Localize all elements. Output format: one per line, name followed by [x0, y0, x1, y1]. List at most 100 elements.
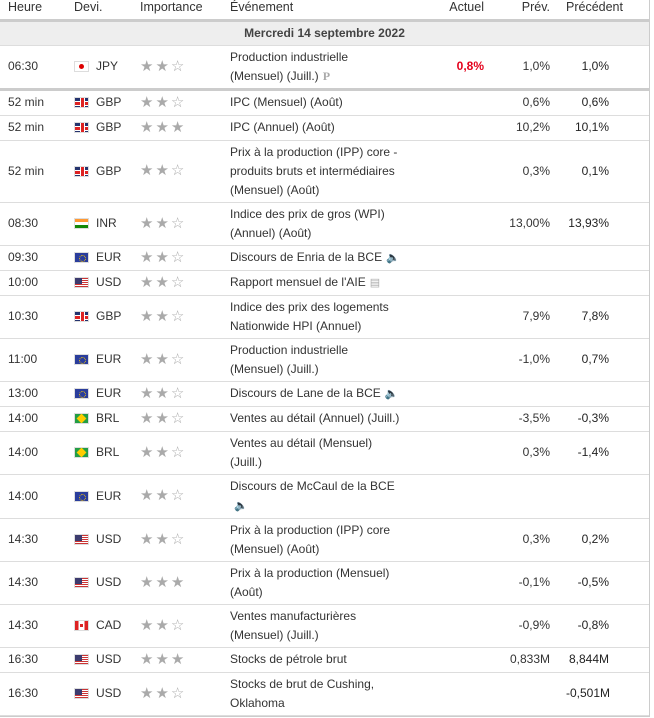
event-row[interactable]: 14:30 CAD ★★☆ Ventes manufacturières (Me… — [0, 604, 649, 648]
importance-stars-icon: ★★☆ — [140, 162, 187, 179]
event-row[interactable]: 11:00 EUR ★★☆ Production industrielle (M… — [0, 338, 649, 382]
actual-value: 0,8% — [412, 45, 492, 91]
event-time: 14:30 — [0, 604, 66, 648]
speaker-icon[interactable]: 🔈 — [384, 387, 399, 400]
flag-gb-icon — [74, 311, 89, 322]
event-name[interactable]: Prix à la production (Mensuel) (Août) — [230, 565, 390, 599]
header-row: Heure Devi. Importance Événement Actuel … — [0, 0, 649, 20]
preliminary-icon[interactable]: P — [322, 68, 331, 83]
event-name[interactable]: Ventes au détail (Mensuel) (Juill.) — [230, 435, 373, 469]
event-name[interactable]: Ventes manufacturières (Mensuel) (Juill.… — [230, 608, 357, 642]
event-name[interactable]: Ventes au détail (Annuel) (Juill.) — [230, 411, 400, 425]
event-row[interactable]: 06:30 JPY ★★☆ Production industrielle (M… — [0, 45, 649, 91]
actual-value — [412, 381, 492, 407]
event-name[interactable]: Indice des prix des logements Nationwide… — [230, 299, 389, 333]
actual-value — [412, 202, 492, 246]
header-actual[interactable]: Actuel — [449, 0, 484, 14]
flag-us-icon — [74, 277, 89, 288]
event-name[interactable]: Discours de McCaul de la BCE — [230, 478, 395, 493]
event-name[interactable]: Stocks de brut de Cushing, Oklahoma — [230, 676, 375, 710]
report-icon[interactable]: ▤ — [369, 276, 381, 289]
event-name[interactable]: Discours de Lane de la BCE — [230, 385, 381, 400]
previous-value — [558, 474, 649, 519]
actual-value — [412, 89, 492, 116]
currency-code: USD — [96, 686, 122, 700]
event-row[interactable]: 09:30 EUR ★★☆ Discours de Enria de la BC… — [0, 245, 649, 271]
event-row[interactable]: 52 min GBP ★★☆ IPC (Mensuel) (Août) 0,6%… — [0, 89, 649, 116]
importance-stars-icon: ★★☆ — [140, 616, 187, 634]
header-forecast[interactable]: Prév. — [521, 0, 550, 14]
event-row[interactable]: 10:00 USD ★★☆ Rapport mensuel de l'AIE ▤ — [0, 270, 649, 296]
event-row[interactable]: 10:30 GBP ★★☆ Indice des prix des logeme… — [0, 295, 649, 339]
currency-code: USD — [96, 532, 122, 546]
event-row[interactable]: 14:30 USD ★★★ Prix à la production (Mens… — [0, 561, 649, 605]
flag-us-icon — [74, 654, 89, 665]
event-name[interactable]: Prix à la production (IPP) core - produi… — [230, 144, 398, 197]
event-name[interactable]: Rapport mensuel de l'AIE — [230, 274, 366, 289]
event-row[interactable]: 52 min GBP ★★★ IPC (Annuel) (Août) 10,2%… — [0, 115, 649, 141]
event-name[interactable]: Production industrielle (Mensuel) (Juill… — [230, 49, 349, 83]
date-row: Mercredi 14 septembre 2022 — [0, 18, 649, 46]
date-label: Mercredi 14 septembre 2022 — [0, 18, 649, 46]
flag-jp-icon — [74, 61, 89, 72]
previous-value: 0,7% — [558, 338, 649, 382]
event-name[interactable]: Stocks de pétrole brut — [230, 652, 347, 666]
header-importance[interactable]: Importance — [140, 0, 203, 14]
event-time: 06:30 — [0, 45, 66, 91]
importance-stars-icon: ★★★ — [140, 573, 187, 591]
forecast-value — [492, 672, 558, 716]
currency-code: USD — [96, 575, 122, 589]
header-event[interactable]: Événement — [230, 0, 294, 14]
event-name[interactable]: IPC (Annuel) (Août) — [230, 120, 335, 134]
forecast-value — [492, 474, 558, 519]
importance-stars-icon: ★★☆ — [140, 684, 187, 702]
forecast-value: 0,833M — [492, 647, 558, 673]
event-time: 52 min — [0, 89, 66, 116]
forecast-value — [492, 381, 558, 407]
flag-eu-icon — [74, 490, 89, 502]
event-time: 14:30 — [0, 518, 66, 562]
previous-value: 10,1% — [558, 115, 649, 141]
header-currency[interactable]: Devi. — [74, 0, 103, 14]
event-row[interactable]: 14:00 BRL ★★☆ Ventes au détail (Mensuel)… — [0, 431, 649, 475]
event-row[interactable]: 52 min GBP ★★☆ Prix à la production (IPP… — [0, 140, 649, 203]
previous-value: 1,0% — [558, 45, 649, 91]
speaker-icon[interactable]: 🔈 — [234, 499, 248, 512]
importance-stars-icon: ★★★ — [140, 118, 187, 136]
forecast-value: 13,00% — [492, 202, 558, 246]
actual-value — [412, 474, 492, 519]
previous-value: -0,5% — [558, 561, 649, 605]
event-row[interactable]: 14:00 EUR ★★☆ Discours de McCaul de la B… — [0, 474, 649, 519]
event-name[interactable]: Indice des prix de gros (WPI) (Annuel) (… — [230, 206, 385, 240]
event-name[interactable]: IPC (Mensuel) (Août) — [230, 95, 343, 109]
event-time: 10:00 — [0, 270, 66, 296]
forecast-value: 7,9% — [492, 295, 558, 339]
event-row[interactable]: 14:30 USD ★★☆ Prix à la production (IPP)… — [0, 518, 649, 562]
event-name[interactable]: Prix à la production (IPP) core (Mensuel… — [230, 522, 391, 556]
forecast-value: -0,1% — [492, 561, 558, 605]
header-previous[interactable]: Précédent — [566, 0, 623, 14]
previous-value: -1,4% — [558, 431, 649, 475]
importance-stars-icon: ★★☆ — [140, 443, 187, 461]
currency-code: CAD — [96, 618, 122, 632]
event-time: 16:30 — [0, 647, 66, 673]
event-time: 14:00 — [0, 474, 66, 519]
event-row[interactable]: 16:30 USD ★★☆ Stocks de brut de Cushing,… — [0, 672, 649, 716]
actual-value — [412, 140, 492, 203]
event-row[interactable]: 08:30 INR ★★☆ Indice des prix de gros (W… — [0, 202, 649, 246]
previous-value — [558, 381, 649, 407]
event-name[interactable]: Discours de Enria de la BCE — [230, 249, 383, 264]
actual-value — [412, 431, 492, 475]
event-row[interactable]: 14:00 BRL ★★☆ Ventes au détail (Annuel) … — [0, 406, 649, 432]
header-time[interactable]: Heure — [8, 0, 43, 14]
importance-stars-icon: ★★☆ — [140, 214, 187, 232]
speaker-icon[interactable]: 🔈 — [386, 251, 400, 264]
event-name[interactable]: Production industrielle (Mensuel) (Juill… — [230, 342, 349, 376]
event-row[interactable]: 16:30 USD ★★★ Stocks de pétrole brut 0,8… — [0, 647, 649, 673]
event-time: 14:00 — [0, 431, 66, 475]
importance-stars-icon: ★★☆ — [140, 93, 187, 111]
flag-eu-icon — [74, 388, 89, 399]
event-row[interactable]: 13:00 EUR ★★☆ Discours de Lane de la BCE… — [0, 381, 649, 407]
